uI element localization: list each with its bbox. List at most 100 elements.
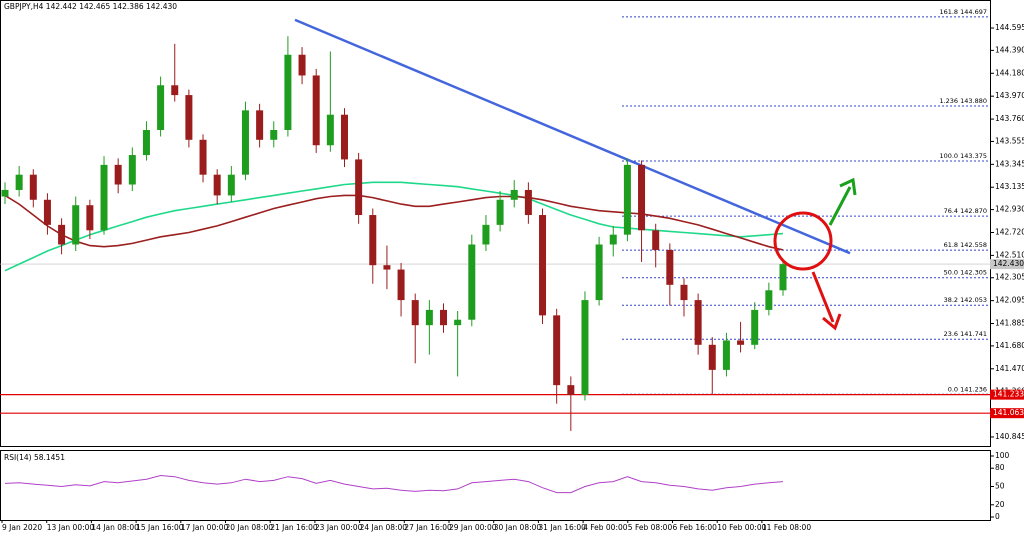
candle-body — [638, 164, 646, 231]
y-tick-label: 141.885 — [995, 319, 1024, 328]
level-label: 141.063 — [993, 408, 1024, 417]
y-tick-label: 144.390 — [995, 45, 1024, 54]
rsi-line — [4, 474, 784, 494]
candle-body — [609, 234, 617, 245]
candle-body — [114, 164, 122, 185]
annotations — [773, 177, 857, 331]
candle-body — [241, 110, 249, 175]
candle-body — [213, 174, 221, 196]
y-tick-label: 143.345 — [995, 159, 1024, 168]
x-tick-label: 13 Jan 00:00 — [47, 523, 95, 532]
fib-label: 100.0 143.375 — [939, 152, 987, 160]
candle-body — [765, 290, 773, 310]
x-tick-label: 6 Feb 16:00 — [673, 523, 718, 532]
up-arrow — [828, 186, 852, 226]
candle-body — [411, 300, 419, 326]
fib-label: 61.8 142.558 — [944, 241, 987, 249]
x-tick-label: 31 Jan 16:00 — [538, 523, 586, 532]
x-tick-label: 9 Jan 2020 — [2, 523, 42, 532]
candle-body — [355, 159, 363, 216]
candle-body — [340, 114, 348, 160]
y-tick-label: 144.180 — [995, 68, 1024, 77]
candle-body — [326, 114, 334, 146]
y-tick-label: 143.970 — [995, 91, 1024, 100]
y-tick-label: 142.720 — [995, 227, 1024, 236]
candle-body — [298, 54, 306, 76]
y-tick-label: 143.760 — [995, 114, 1024, 123]
candle-body — [383, 265, 391, 270]
candle-body — [157, 85, 165, 130]
candle-body — [510, 189, 518, 200]
candle-body — [142, 129, 150, 156]
candle-body — [284, 54, 292, 130]
candle-body — [524, 189, 532, 216]
candle-body — [482, 224, 490, 245]
x-tick-label: 11 Feb 08:00 — [762, 523, 811, 532]
down-arrow-head — [822, 313, 842, 331]
x-tick-label: 21 Jan 16:00 — [270, 523, 318, 532]
rsi-title: RSI(14) 58.1451 — [4, 453, 65, 462]
moving-average — [4, 194, 784, 251]
moving-average — [4, 181, 784, 272]
fib-label: 76.4 142.870 — [944, 207, 987, 215]
down-arrow — [811, 271, 835, 323]
trendline — [294, 18, 851, 255]
candle-body — [737, 340, 745, 345]
rsi-panel — [0, 450, 991, 521]
candle-body — [425, 309, 433, 326]
candle-body — [468, 244, 476, 320]
fib-label: 23.6 141.741 — [944, 330, 987, 338]
candle-body — [722, 340, 730, 370]
current-price-box — [990, 259, 1024, 270]
candle-body — [539, 215, 547, 316]
highlight-circle — [773, 211, 833, 271]
candle-body — [694, 300, 702, 345]
candle-body — [58, 224, 66, 245]
y-tick-label: 140.845 — [995, 432, 1024, 441]
candle-body — [1, 189, 9, 197]
candle-body — [440, 309, 448, 326]
symbol-info: GBPJPY,H4 142.442 142.465 142.386 142.43… — [4, 2, 177, 11]
candle-body — [29, 174, 37, 200]
x-tick-label: 23 Jan 00:00 — [315, 523, 363, 532]
level-box — [990, 389, 1024, 400]
rsi-tick-label: 100 — [995, 451, 1010, 460]
x-tick-label: 15 Jan 16:00 — [136, 523, 184, 532]
candle-body — [171, 85, 179, 96]
up-arrow-head — [839, 177, 857, 196]
y-tick-label: 141.680 — [995, 341, 1024, 350]
fib-label: 50.0 142.305 — [944, 269, 987, 277]
rsi-tick-label: 80 — [995, 463, 1005, 472]
candle-body — [680, 284, 688, 301]
candle-body — [256, 110, 264, 140]
y-tick-label: 142.930 — [995, 205, 1024, 214]
candle-body — [751, 309, 759, 345]
candle-body — [369, 215, 377, 266]
candle-body — [185, 95, 193, 140]
x-tick-label: 30 Jan 08:00 — [494, 523, 542, 532]
level-label: 141.233 — [993, 390, 1024, 399]
rsi-tick-label: 0 — [995, 512, 1000, 521]
y-tick-label: 141.470 — [995, 364, 1024, 373]
candle-body — [623, 164, 631, 235]
x-tick-label: 4 Feb 00:00 — [583, 523, 628, 532]
candle-body — [666, 249, 674, 285]
candle-body — [553, 315, 561, 386]
candle-body — [128, 155, 136, 185]
x-tick-label: 24 Jan 08:00 — [360, 523, 408, 532]
rsi-tick-label: 50 — [995, 482, 1005, 491]
x-tick-label: 14 Jan 08:00 — [91, 523, 139, 532]
candle-body — [567, 385, 575, 395]
y-tick-label: 143.555 — [995, 136, 1024, 145]
candle-body — [397, 269, 405, 301]
candle-body — [708, 344, 716, 370]
x-tick-label: 10 Feb 00:00 — [717, 523, 766, 532]
level-box — [990, 408, 1024, 419]
candle-body — [100, 164, 108, 231]
candle-body — [199, 139, 207, 175]
x-tick-label: 27 Jan 16:00 — [404, 523, 452, 532]
candle-body — [496, 199, 504, 225]
candle-body — [15, 174, 23, 190]
fib-label: 0.0 141.236 — [948, 385, 987, 393]
